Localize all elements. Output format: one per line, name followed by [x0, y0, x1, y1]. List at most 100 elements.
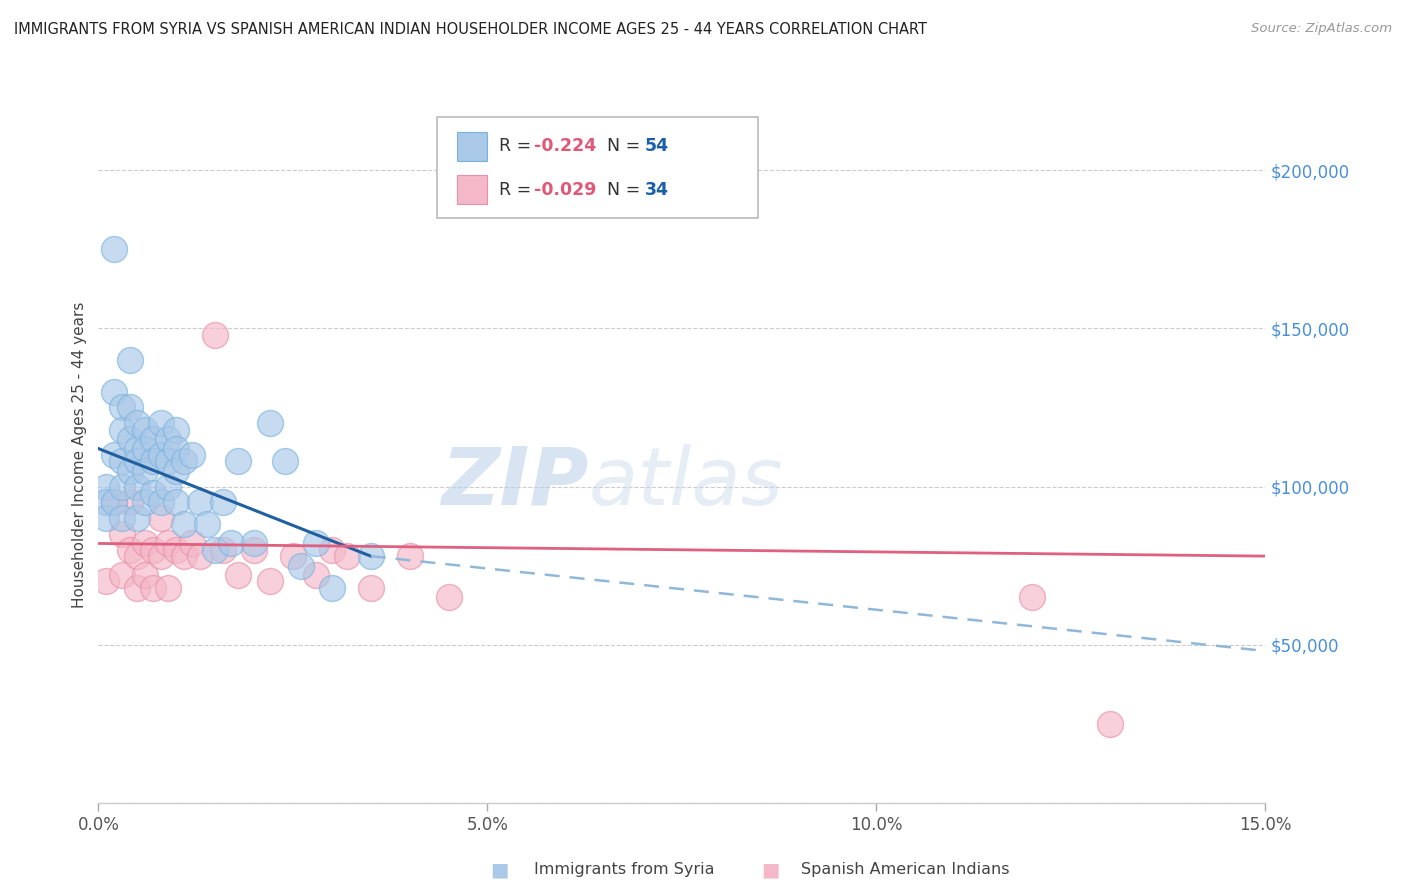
Point — [173, 454, 195, 468]
Point — [134, 464, 156, 478]
Point — [165, 542, 187, 557]
Text: -0.029: -0.029 — [534, 180, 596, 199]
Point — [111, 568, 134, 582]
Point — [204, 327, 226, 342]
Point — [281, 549, 304, 563]
Point — [188, 549, 211, 563]
Point — [274, 454, 297, 468]
Point — [1098, 716, 1121, 731]
Point — [111, 401, 134, 415]
Point — [165, 464, 187, 478]
Point — [290, 558, 312, 573]
Text: Immigrants from Syria: Immigrants from Syria — [534, 863, 714, 877]
Point — [103, 384, 125, 399]
Text: Source: ZipAtlas.com: Source: ZipAtlas.com — [1251, 22, 1392, 36]
Point — [142, 454, 165, 468]
Text: IMMIGRANTS FROM SYRIA VS SPANISH AMERICAN INDIAN HOUSEHOLDER INCOME AGES 25 - 44: IMMIGRANTS FROM SYRIA VS SPANISH AMERICA… — [14, 22, 927, 37]
Point — [228, 454, 250, 468]
Point — [127, 549, 149, 563]
Point — [142, 432, 165, 446]
Point — [321, 542, 343, 557]
Text: 54: 54 — [644, 137, 669, 155]
Point — [195, 517, 218, 532]
Point — [228, 568, 250, 582]
Point — [96, 574, 118, 589]
Text: -0.224: -0.224 — [534, 137, 596, 155]
Point — [157, 432, 180, 446]
Point — [173, 517, 195, 532]
FancyBboxPatch shape — [457, 175, 486, 204]
Point — [127, 442, 149, 456]
Point — [134, 423, 156, 437]
Point — [134, 568, 156, 582]
Point — [127, 454, 149, 468]
Point — [219, 536, 242, 550]
Point — [111, 479, 134, 493]
Point — [188, 495, 211, 509]
Point — [157, 536, 180, 550]
Point — [142, 486, 165, 500]
Point — [305, 568, 328, 582]
Point — [360, 581, 382, 595]
Point — [96, 495, 118, 509]
Point — [212, 542, 235, 557]
Point — [96, 511, 118, 525]
Point — [243, 542, 266, 557]
Point — [305, 536, 328, 550]
Point — [259, 574, 281, 589]
Point — [134, 495, 156, 509]
Point — [118, 353, 141, 368]
Point — [103, 448, 125, 462]
Point — [173, 549, 195, 563]
Point — [127, 511, 149, 525]
Text: ■: ■ — [489, 860, 509, 880]
Point — [118, 432, 141, 446]
Text: R =: R = — [499, 180, 537, 199]
Point — [157, 581, 180, 595]
Y-axis label: Householder Income Ages 25 - 44 years: Householder Income Ages 25 - 44 years — [72, 301, 87, 608]
Point — [180, 448, 202, 462]
Point — [127, 479, 149, 493]
Point — [180, 536, 202, 550]
Point — [127, 417, 149, 431]
Point — [142, 581, 165, 595]
Text: R =: R = — [499, 137, 537, 155]
Point — [118, 542, 141, 557]
Point — [398, 549, 420, 563]
Point — [111, 423, 134, 437]
Point — [111, 527, 134, 541]
Point — [149, 417, 172, 431]
Point — [321, 581, 343, 595]
Point — [103, 495, 125, 509]
Point — [212, 495, 235, 509]
FancyBboxPatch shape — [437, 118, 758, 219]
Point — [103, 495, 125, 509]
Point — [111, 454, 134, 468]
Point — [118, 495, 141, 509]
Point — [437, 591, 460, 605]
Point — [149, 448, 172, 462]
Point — [336, 549, 359, 563]
Point — [165, 423, 187, 437]
Point — [96, 479, 118, 493]
Point — [149, 511, 172, 525]
Text: Spanish American Indians: Spanish American Indians — [801, 863, 1010, 877]
FancyBboxPatch shape — [457, 132, 486, 161]
Point — [134, 442, 156, 456]
Point — [165, 442, 187, 456]
Point — [243, 536, 266, 550]
Text: N =: N = — [607, 180, 645, 199]
Point — [118, 464, 141, 478]
Text: atlas: atlas — [589, 443, 783, 522]
Point — [127, 581, 149, 595]
Point — [157, 454, 180, 468]
Point — [360, 549, 382, 563]
Point — [204, 542, 226, 557]
Point — [157, 479, 180, 493]
Text: 34: 34 — [644, 180, 669, 199]
Text: N =: N = — [607, 137, 645, 155]
Text: ZIP: ZIP — [441, 443, 589, 522]
Point — [134, 536, 156, 550]
Point — [149, 495, 172, 509]
Point — [111, 511, 134, 525]
